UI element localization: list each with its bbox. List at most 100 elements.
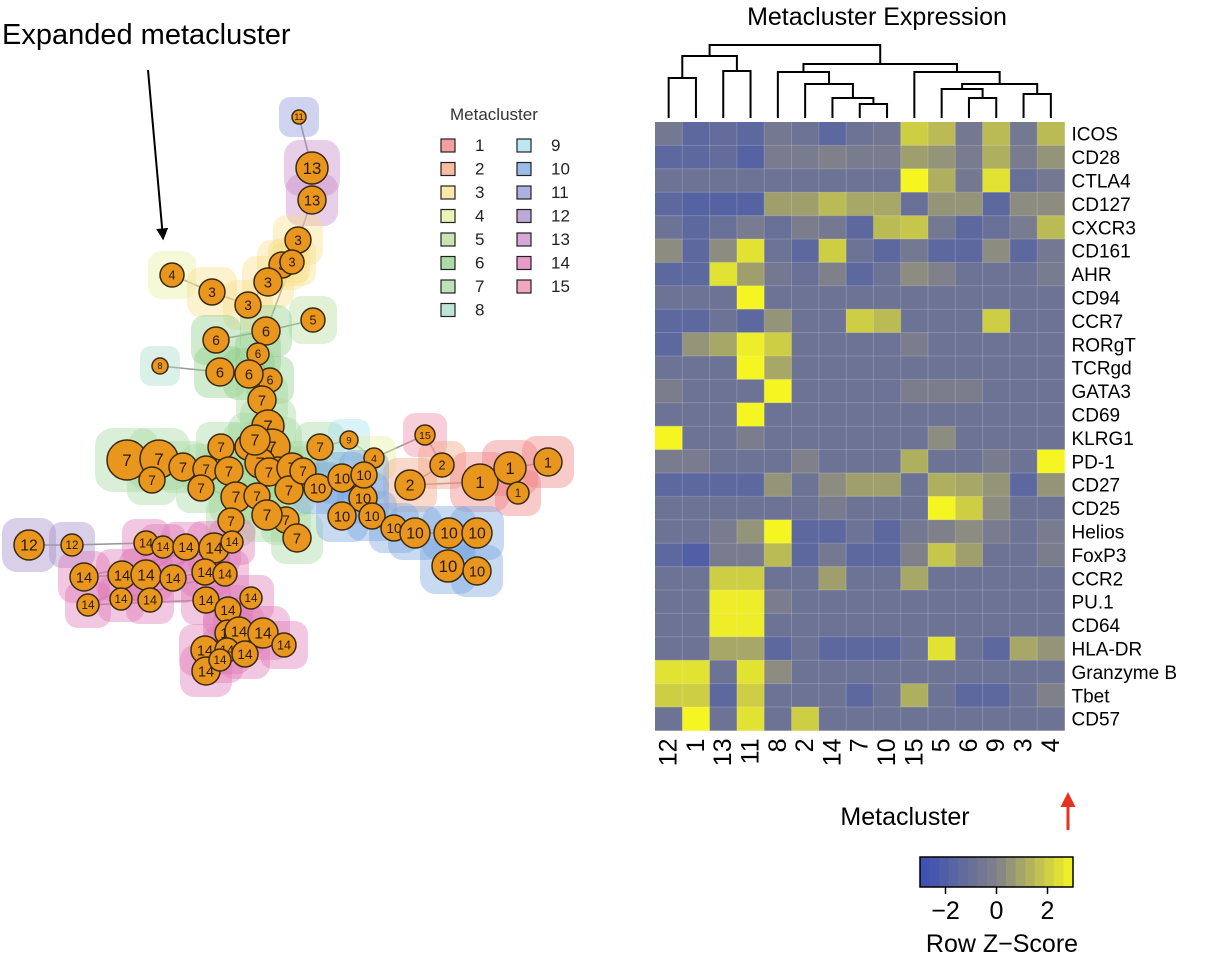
heatmap-cell (764, 168, 792, 193)
row-label: CCR7 (1072, 312, 1124, 333)
heatmap-cell (764, 262, 792, 287)
heatmap-cell (764, 356, 792, 380)
row-label: HLA-DR (1072, 640, 1143, 661)
colorbar-swatch (986, 857, 997, 887)
row-label: TCRgd (1072, 359, 1132, 380)
heatmap-cell (982, 192, 1011, 216)
cluster-node (300, 307, 326, 333)
heatmap-cell (736, 496, 765, 521)
heatmap-cell (709, 566, 738, 591)
heatmap-cell (982, 683, 1011, 708)
heatmap-cell (736, 192, 765, 216)
node-label: 7 (148, 473, 156, 488)
node-label: 12 (66, 539, 79, 552)
heatmap-cell (955, 285, 983, 310)
node-label: 10 (469, 564, 485, 580)
node-label: 2 (438, 459, 445, 473)
heatmap-cell (846, 122, 874, 146)
heatmap-cell (900, 332, 929, 357)
node-label: 6 (212, 333, 220, 348)
heatmap-cell (764, 566, 792, 591)
node-label: 7 (197, 481, 205, 496)
cluster-node (247, 617, 279, 649)
dendrogram-branch (804, 83, 854, 118)
heatmap-cell (1009, 145, 1038, 170)
heatmap-cell (982, 449, 1011, 474)
dendrogram-branch (802, 63, 959, 72)
legend-label: 10 (551, 160, 570, 179)
heatmap-cell (709, 215, 738, 240)
heatmap-cell (955, 332, 983, 357)
colorbar-swatch (948, 857, 959, 887)
annotation-arrow (147, 69, 169, 241)
heatmap-cell (764, 215, 792, 240)
heatmap-cell (928, 683, 956, 708)
legend-swatch (516, 161, 532, 177)
heatmap-cell (955, 613, 983, 638)
heatmap-cell (846, 636, 874, 661)
heatmap-cell (1037, 215, 1065, 240)
heatmap-cell (900, 543, 929, 567)
node-label: 14 (254, 626, 272, 643)
heatmap-cell (709, 402, 738, 427)
node-label: 1 (505, 459, 514, 478)
heatmap-cell (818, 239, 847, 263)
heatmap-cell (791, 636, 820, 661)
legend-label: 6 (475, 254, 484, 273)
node-label: 10 (440, 526, 458, 543)
heatmap-cell (791, 613, 820, 638)
heatmap-cell (791, 122, 820, 146)
heatmap-cell (1037, 683, 1065, 708)
heatmap-cell (1037, 356, 1065, 380)
heatmap-cell (682, 566, 710, 591)
node-label: 14 (226, 536, 239, 549)
legend-swatch (440, 208, 456, 224)
heatmap-cell (791, 285, 820, 310)
heatmap-cell (818, 496, 847, 521)
heatmap-cell (900, 309, 929, 333)
colorbar: −2 0 2 (919, 856, 1074, 925)
node-label: 3 (264, 275, 272, 291)
node-label: 7 (258, 393, 266, 409)
heatmap-cell (736, 707, 765, 731)
heatmap-cell (873, 145, 901, 170)
legend-swatch (440, 279, 456, 294)
heatmap-cells (655, 122, 1065, 731)
heatmap-cell (928, 145, 956, 170)
row-label: CD28 (1072, 148, 1121, 169)
heatmap-cell (791, 145, 820, 170)
heatmap-cell (682, 473, 710, 497)
heatmap-cell (955, 356, 983, 380)
cluster-node (253, 267, 283, 297)
legend-swatch (440, 161, 456, 177)
heatmap-cell (955, 426, 983, 450)
heatmap-cell (982, 613, 1011, 638)
heatmap-cell (818, 449, 847, 474)
heatmap-cell (1009, 379, 1038, 404)
column-labels: 12 1 13 11 8 2 14 7 10 15 5 6 9 3 4 (655, 738, 1065, 766)
heatmap-cell (900, 402, 929, 427)
heatmap-cell (709, 145, 738, 170)
heatmap-cell (818, 426, 847, 450)
heatmap-cell (928, 239, 956, 263)
node-label: 14 (198, 593, 214, 608)
heatmap-cell (791, 683, 820, 708)
legend-swatch (516, 138, 532, 153)
node-label: 6 (216, 365, 224, 381)
heatmap-cell (818, 379, 847, 404)
heatmap-cell (655, 496, 683, 521)
heatmap-cell (1009, 402, 1038, 427)
node-label: 2 (406, 478, 415, 495)
heatmap-cell (736, 356, 765, 380)
heatmap-cell (982, 239, 1011, 263)
heatmap-cell (818, 636, 847, 661)
node-label: 6 (245, 367, 253, 383)
heatmap-cell (791, 309, 820, 333)
heatmap-cell (682, 309, 710, 333)
heatmap-cell (818, 168, 847, 193)
heatmap-cell (736, 590, 765, 614)
heatmap-cell (955, 449, 983, 474)
legend-label: 9 (551, 136, 560, 155)
heatmap-cell (1009, 356, 1038, 380)
heatmap-cell (928, 566, 956, 591)
